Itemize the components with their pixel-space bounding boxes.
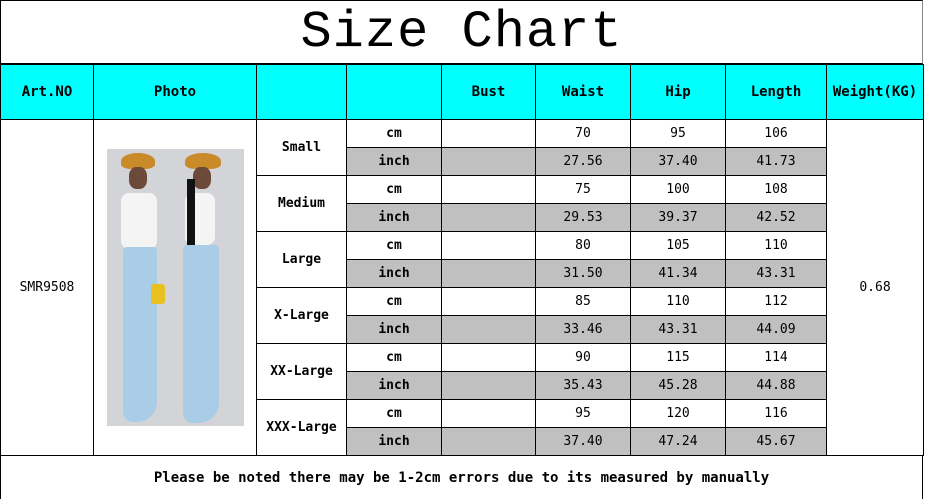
- size-table: Art.NO Photo Bust Waist Hip Length Weight(KG) S…: [0, 64, 924, 456]
- waist-value: 31.50: [536, 260, 631, 288]
- bust-value: [442, 400, 536, 428]
- bust-value: [442, 316, 536, 344]
- length-value: 44.09: [726, 316, 827, 344]
- bust-value: [442, 204, 536, 232]
- length-value: 42.52: [726, 204, 827, 232]
- length-value: 112: [726, 288, 827, 316]
- bust-value: [442, 148, 536, 176]
- unit-label-inch: inch: [347, 316, 442, 344]
- unit-label-cm: cm: [347, 176, 442, 204]
- size-label: Medium: [257, 176, 347, 232]
- hip-value: 39.37: [631, 204, 726, 232]
- header-art-no: Art.NO: [1, 64, 94, 120]
- bust-value: [442, 288, 536, 316]
- header-weight: Weight(KG): [827, 64, 924, 120]
- length-value: 41.73: [726, 148, 827, 176]
- art-no-cell: SMR9508: [1, 120, 94, 456]
- unit-label-cm: cm: [347, 288, 442, 316]
- unit-label-inch: inch: [347, 260, 442, 288]
- size-label: X-Large: [257, 288, 347, 344]
- length-value: 43.31: [726, 260, 827, 288]
- waist-value: 85: [536, 288, 631, 316]
- unit-label-inch: inch: [347, 204, 442, 232]
- size-label: Small: [257, 120, 347, 176]
- waist-value: 27.56: [536, 148, 631, 176]
- header-hip: Hip: [631, 64, 726, 120]
- length-value: 44.88: [726, 372, 827, 400]
- product-photo: [106, 149, 244, 426]
- hip-value: 41.34: [631, 260, 726, 288]
- header-bust: Bust: [442, 64, 536, 120]
- header-size: [257, 64, 347, 120]
- bust-value: [442, 428, 536, 456]
- length-value: 110: [726, 232, 827, 260]
- length-value: 116: [726, 400, 827, 428]
- hip-value: 45.28: [631, 372, 726, 400]
- weight-cell: 0.68: [827, 120, 924, 456]
- unit-label-inch: inch: [347, 148, 442, 176]
- size-label: XXX-Large: [257, 400, 347, 456]
- chart-title: Size Chart: [0, 0, 923, 64]
- hip-value: 115: [631, 344, 726, 372]
- hip-value: 47.24: [631, 428, 726, 456]
- unit-label-cm: cm: [347, 344, 442, 372]
- waist-value: 33.46: [536, 316, 631, 344]
- photo-cell: [94, 120, 257, 456]
- unit-label-cm: cm: [347, 232, 442, 260]
- unit-label-inch: inch: [347, 428, 442, 456]
- unit-label-inch: inch: [347, 372, 442, 400]
- waist-value: 37.40: [536, 428, 631, 456]
- bust-value: [442, 260, 536, 288]
- length-value: 45.67: [726, 428, 827, 456]
- hip-value: 110: [631, 288, 726, 316]
- size-label: XX-Large: [257, 344, 347, 400]
- hip-value: 105: [631, 232, 726, 260]
- unit-label-cm: cm: [347, 120, 442, 148]
- size-label: Large: [257, 232, 347, 288]
- waist-value: 80: [536, 232, 631, 260]
- length-value: 114: [726, 344, 827, 372]
- waist-value: 95: [536, 400, 631, 428]
- header-length: Length: [726, 64, 827, 120]
- waist-value: 35.43: [536, 372, 631, 400]
- hip-value: 43.31: [631, 316, 726, 344]
- waist-value: 70: [536, 120, 631, 148]
- bust-value: [442, 344, 536, 372]
- hip-value: 37.40: [631, 148, 726, 176]
- header-waist: Waist: [536, 64, 631, 120]
- bust-value: [442, 176, 536, 204]
- length-value: 108: [726, 176, 827, 204]
- hip-value: 95: [631, 120, 726, 148]
- waist-value: 90: [536, 344, 631, 372]
- bust-value: [442, 372, 536, 400]
- waist-value: 75: [536, 176, 631, 204]
- bust-value: [442, 232, 536, 260]
- header-unit: [347, 64, 442, 120]
- waist-value: 29.53: [536, 204, 631, 232]
- length-value: 106: [726, 120, 827, 148]
- footer-note: Please be noted there may be 1-2cm error…: [0, 456, 923, 499]
- unit-label-cm: cm: [347, 400, 442, 428]
- header-photo: Photo: [94, 64, 257, 120]
- bust-value: [442, 120, 536, 148]
- hip-value: 120: [631, 400, 726, 428]
- hip-value: 100: [631, 176, 726, 204]
